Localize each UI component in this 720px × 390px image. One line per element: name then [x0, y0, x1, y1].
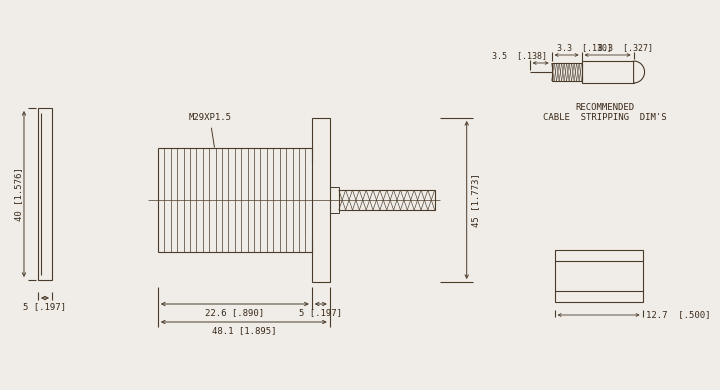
Text: 8.3  [.327]: 8.3 [.327] [598, 44, 653, 53]
Bar [552, 63, 582, 81]
Text: 5 [.197]: 5 [.197] [24, 303, 66, 312]
Text: 12.7  [.500]: 12.7 [.500] [647, 310, 711, 319]
Bar [582, 61, 634, 83]
Text: RECOMMENDED: RECOMMENDED [575, 103, 634, 112]
Text: 22.6 [.890]: 22.6 [.890] [205, 308, 264, 317]
Text: 45 [1.773]: 45 [1.773] [471, 173, 480, 227]
Text: 48.1 [1.895]: 48.1 [1.895] [212, 326, 276, 335]
Text: 3.3  [.130]: 3.3 [.130] [557, 44, 612, 53]
Bar [330, 187, 339, 213]
Wedge shape [634, 61, 644, 83]
Text: CABLE  STRIPPING  DIM'S: CABLE STRIPPING DIM'S [543, 112, 667, 122]
Bar [554, 250, 642, 302]
Bar [339, 190, 435, 210]
Text: M29XP1.5: M29XP1.5 [189, 113, 231, 147]
Text: 40 [1.576]: 40 [1.576] [14, 167, 24, 221]
Text: 5 [.197]: 5 [.197] [300, 308, 342, 317]
Bar [38, 108, 52, 280]
Bar [312, 118, 330, 282]
Text: 3.5  [.138]: 3.5 [.138] [492, 51, 547, 60]
